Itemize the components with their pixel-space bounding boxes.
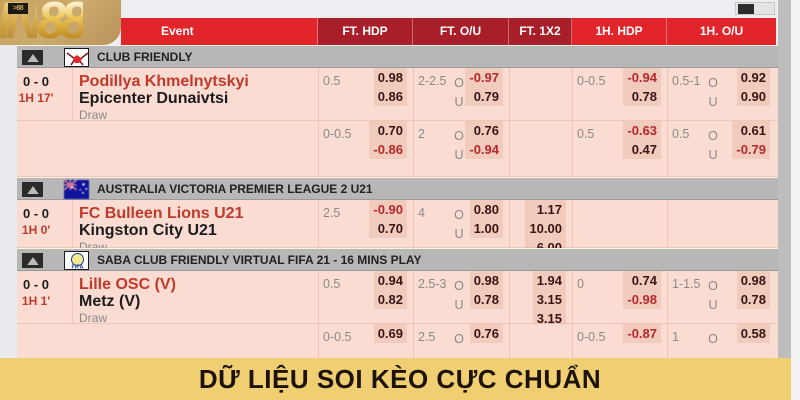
svg-text:FIFA: FIFA	[72, 265, 84, 271]
